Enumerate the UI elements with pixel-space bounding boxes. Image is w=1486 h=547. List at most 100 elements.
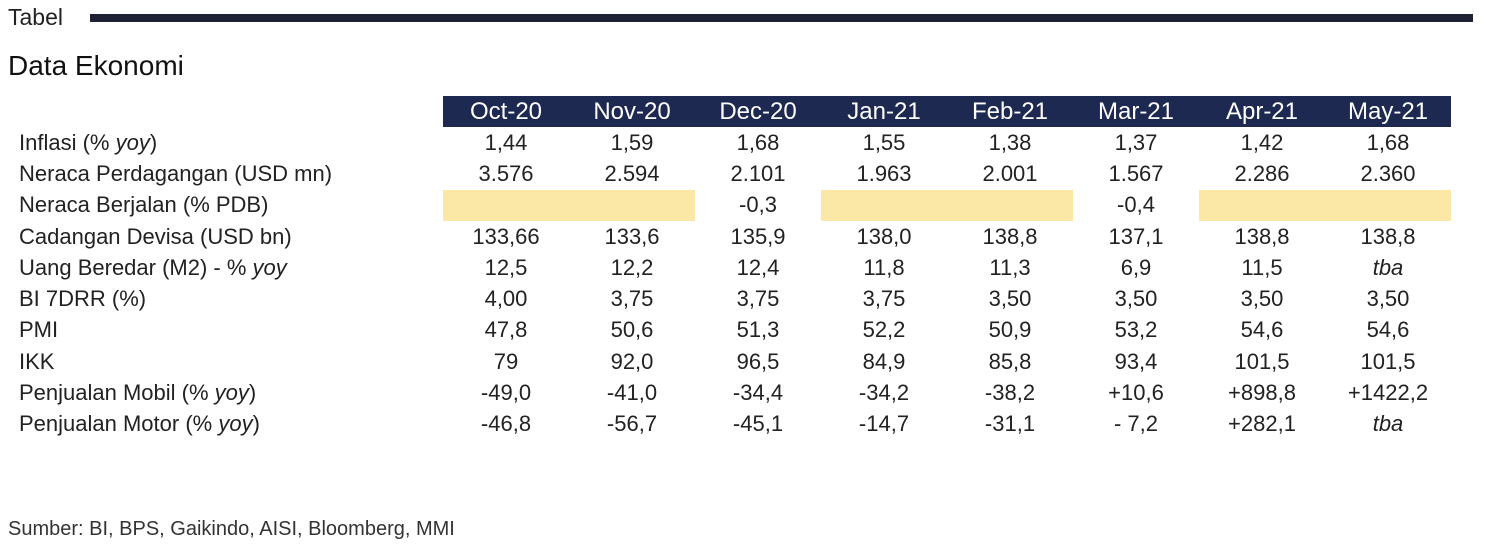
- table-cell: 2.286: [1234, 160, 1290, 186]
- row-label-suffix: ): [252, 411, 260, 437]
- table-cell: 3,50: [1240, 286, 1284, 312]
- table-cell: 4,00: [484, 286, 528, 312]
- table-cell: 12,5: [484, 254, 528, 280]
- table-cell: [821, 189, 947, 221]
- section-label: Tabel: [8, 4, 63, 30]
- column-header: Mar-21: [1073, 96, 1199, 127]
- row-label-text: IKK: [19, 348, 55, 374]
- table-row: Uang Beredar (M2) - % yoy 12,5 12,2 12,4 11,…: [14, 252, 1451, 283]
- table-cell: 138,8: [1234, 223, 1290, 249]
- row-label: IKK: [14, 346, 443, 377]
- row-label-text: Uang Beredar (M2) - %: [19, 254, 253, 280]
- row-label: BI 7DRR (%): [14, 283, 443, 314]
- page-title: Data Ekonomi: [8, 50, 184, 81]
- column-header: Jan-21: [821, 96, 947, 127]
- table-cell: 138,8: [1360, 223, 1416, 249]
- row-label-text: Cadangan Devisa (USD bn): [19, 223, 292, 249]
- table-cell: 138,0: [856, 223, 912, 249]
- row-label-italic: yoy: [214, 380, 249, 406]
- table-cell: 1.567: [1108, 160, 1164, 186]
- row-label-italic: yoy: [218, 411, 253, 437]
- row-label: Neraca Berjalan (% PDB): [14, 190, 443, 221]
- table-cell: 137,1: [1108, 223, 1164, 249]
- row-label-italic: yoy: [115, 129, 150, 155]
- table-cell: 3,75: [862, 286, 906, 312]
- header-corner: [14, 96, 443, 127]
- row-label-suffix: ): [248, 380, 257, 406]
- column-header: May-21: [1325, 96, 1451, 127]
- row-label: PMI: [14, 315, 443, 346]
- table-cell: +898,8: [1228, 380, 1296, 406]
- row-label-text: Inflasi (%: [19, 129, 116, 155]
- row-label-text: Neraca Berjalan (% PDB): [19, 192, 269, 218]
- table-cell: -14,7: [858, 411, 910, 437]
- column-header: Apr-21: [1199, 96, 1325, 127]
- table-cell: 54,6: [1366, 317, 1410, 343]
- table-cell: 3.576: [478, 160, 534, 186]
- table-cell: [443, 189, 569, 221]
- table-cell: -38,2: [984, 380, 1036, 406]
- table-cell: 12,2: [610, 254, 654, 280]
- table-cell: 135,9: [730, 223, 786, 249]
- table-cell: -45,1: [732, 411, 784, 437]
- table-row: BI 7DRR (%) 4,00 3,75 3,75 3,75 3,50 3,50 3,50 3…: [14, 283, 1451, 314]
- row-label-italic: yoy: [252, 254, 287, 280]
- table-cell: 6,9: [1120, 254, 1152, 280]
- row-label-text: Penjualan Mobil (%: [19, 380, 215, 406]
- table-cell: 2.001: [982, 160, 1038, 186]
- table-cell: 2.360: [1360, 160, 1416, 186]
- table-row: PMI 47,8 50,6 51,3 52,2 50,9 53,2 54,6 54,6: [14, 315, 1451, 346]
- table-cell: 101,5: [1234, 348, 1290, 374]
- table-cell: 47,8: [484, 317, 528, 343]
- table-row: IKK 79 92,0 96,5 84,9 85,8 93,4 101,5 101,5: [14, 346, 1451, 377]
- table-cell: 93,4: [1114, 348, 1158, 374]
- table-cell: [947, 189, 1073, 221]
- table-cell: 12,4: [736, 254, 780, 280]
- row-label-text: PMI: [19, 317, 59, 343]
- table-cell: -31,1: [984, 411, 1036, 437]
- table-cell: -41,0: [606, 380, 658, 406]
- table-cell: -34,4: [732, 380, 784, 406]
- row-label-suffix: ): [149, 129, 158, 155]
- table-row: Neraca Berjalan (% PDB) -0,3 -0,4: [14, 189, 1451, 221]
- table-cell: 11,5: [1241, 254, 1283, 280]
- table-cell: 3,75: [736, 286, 780, 312]
- table-cell: -0,4: [1117, 192, 1155, 218]
- table-cell: 11,8: [863, 254, 905, 280]
- table-cell: 92,0: [610, 348, 654, 374]
- header-rule: [90, 14, 1473, 22]
- table-cell: tba: [1372, 411, 1404, 437]
- column-header: Nov-20: [569, 96, 695, 127]
- table-cell: - 7,2: [1113, 411, 1159, 437]
- row-label-text: Penjualan Motor (%: [19, 411, 219, 437]
- table-cell: [569, 189, 695, 221]
- table-row: Neraca Perdagangan (USD mn) 3.576 2.594 2.1…: [14, 158, 1451, 189]
- table-cell: 79: [493, 348, 519, 374]
- table-cell: 2.594: [604, 160, 660, 186]
- table-cell: -34,2: [858, 380, 910, 406]
- table-cell: 3,50: [1366, 286, 1410, 312]
- table-cell: 3,75: [610, 286, 654, 312]
- table-cell: 133,66: [472, 223, 540, 249]
- table-cell: 1,42: [1240, 129, 1284, 155]
- table-cell: 1,55: [862, 129, 906, 155]
- table-cell: +10,6: [1108, 380, 1164, 406]
- table-cell: 2.101: [730, 160, 786, 186]
- table-cell: 1.963: [856, 160, 912, 186]
- table-cell: 1,68: [1366, 129, 1410, 155]
- table-cell: 133,6: [604, 223, 660, 249]
- row-label: Neraca Perdagangan (USD mn): [14, 158, 443, 189]
- table-cell: 51,3: [736, 317, 780, 343]
- table-row: Penjualan Motor (% yoy) -46,8 -56,7 -45,1 -1…: [14, 409, 1451, 440]
- table-cell: 1,38: [988, 129, 1032, 155]
- table-cell: 84,9: [862, 348, 906, 374]
- table-cell: 11,3: [989, 254, 1031, 280]
- row-label: Penjualan Motor (% yoy): [14, 409, 443, 440]
- source-note: Sumber: BI, BPS, Gaikindo, AISI, Bloombe…: [8, 518, 455, 540]
- table-cell: tba: [1372, 254, 1404, 280]
- table-header-row: Oct-20 Nov-20 Dec-20 Jan-21 Feb-21 Mar-2…: [14, 96, 1451, 127]
- table-row: Penjualan Mobil (% yoy) -49,0 -41,0 -34,4 -3…: [14, 377, 1451, 408]
- table-cell: 96,5: [736, 348, 780, 374]
- table-cell: 3,50: [1114, 286, 1158, 312]
- table-cell: -46,8: [480, 411, 532, 437]
